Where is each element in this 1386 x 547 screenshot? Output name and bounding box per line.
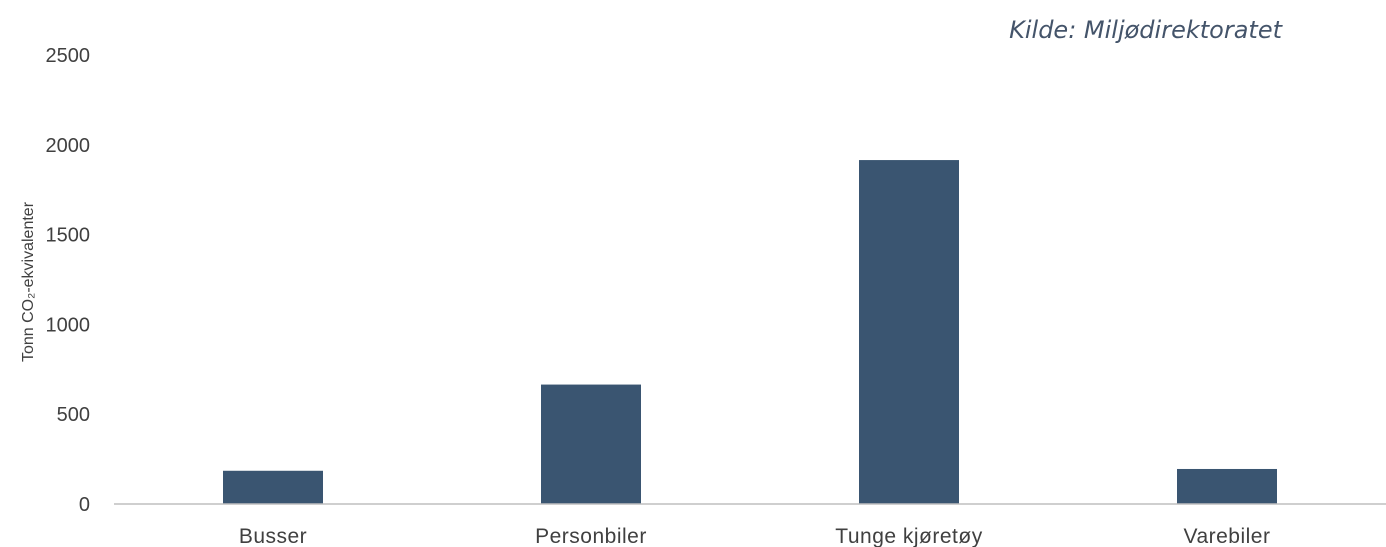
y-tick-label: 1500	[46, 225, 91, 247]
y-tick-label: 0	[79, 494, 90, 516]
x-category-label: Busser	[239, 525, 307, 547]
bar	[859, 160, 959, 505]
y-axis-label: Tonn CO₂-ekvivalenter	[20, 201, 37, 362]
source-label: Kilde: Miljødirektoratet	[1009, 16, 1283, 44]
y-tick-label: 500	[57, 404, 90, 426]
y-tick-label: 1000	[46, 314, 91, 336]
y-tick-label: 2000	[46, 135, 91, 157]
x-category-label: Varebiler	[1184, 525, 1271, 547]
bars-group	[223, 160, 1277, 505]
bar	[223, 470, 323, 504]
bar	[541, 384, 641, 504]
x-category-label: Tunge kjøretøy	[835, 525, 982, 547]
y-tick-label: 2500	[46, 45, 91, 67]
bar	[1177, 468, 1277, 504]
x-axis-labels: Busser Personbiler Tunge kjøretøy Varebiler	[239, 525, 1271, 547]
x-category-label: Personbiler	[535, 525, 647, 547]
y-axis-ticks: 0 500 1000 1500 2000 2500	[46, 45, 91, 516]
